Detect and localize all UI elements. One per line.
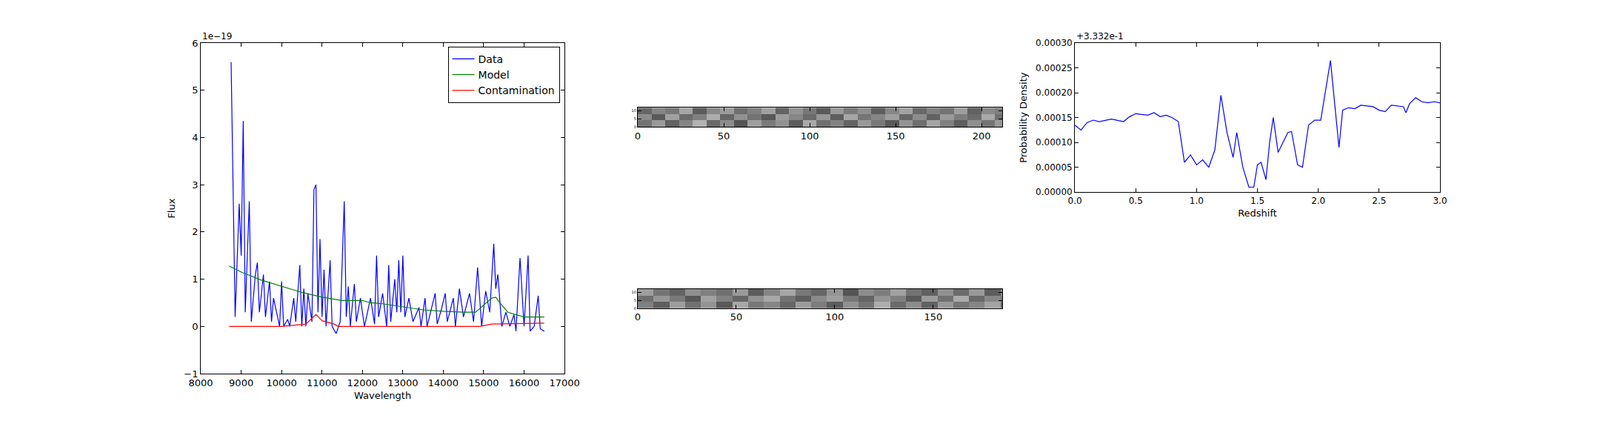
svg-text:0: 0 xyxy=(634,311,641,323)
svg-text:100: 100 xyxy=(825,311,845,323)
svg-text:150: 150 xyxy=(924,311,943,323)
svg-text:Probability Density: Probability Density xyxy=(1017,71,1029,163)
svg-text:14000: 14000 xyxy=(428,377,459,389)
svg-text:10: 10 xyxy=(631,289,637,295)
svg-text:15000: 15000 xyxy=(468,377,499,389)
svg-text:4: 4 xyxy=(191,131,198,143)
svg-text:1.0: 1.0 xyxy=(1189,195,1204,206)
svg-text:100: 100 xyxy=(800,130,820,142)
svg-text:13000: 13000 xyxy=(387,377,418,389)
svg-text:150: 150 xyxy=(886,130,906,142)
svg-text:0: 0 xyxy=(634,124,637,129)
svg-text:Wavelength: Wavelength xyxy=(354,389,412,401)
svg-text:3: 3 xyxy=(191,179,198,191)
svg-text:0: 0 xyxy=(634,305,637,311)
svg-text:Contamination: Contamination xyxy=(478,84,555,97)
svg-text:Data: Data xyxy=(478,53,503,66)
svg-text:50: 50 xyxy=(730,311,743,323)
svg-text:200: 200 xyxy=(972,130,992,142)
svg-text:3.0: 3.0 xyxy=(1432,195,1447,206)
svg-text:Redshift: Redshift xyxy=(1237,207,1278,219)
svg-text:16000: 16000 xyxy=(508,377,540,389)
svg-text:9000: 9000 xyxy=(228,377,254,389)
svg-text:0: 0 xyxy=(191,320,198,332)
svg-text:−1: −1 xyxy=(183,368,198,380)
svg-text:0.00030: 0.00030 xyxy=(1035,37,1073,49)
svg-text:5: 5 xyxy=(634,297,637,303)
svg-text:10: 10 xyxy=(631,108,637,113)
svg-text:17000: 17000 xyxy=(548,377,580,389)
svg-text:0.00015: 0.00015 xyxy=(1035,112,1073,123)
svg-text:5: 5 xyxy=(191,84,198,96)
svg-text:0.00025: 0.00025 xyxy=(1035,62,1073,74)
svg-text:5: 5 xyxy=(634,116,637,121)
svg-text:0.00020: 0.00020 xyxy=(1035,87,1073,98)
svg-text:11000: 11000 xyxy=(306,377,338,389)
svg-text:0.5: 0.5 xyxy=(1128,195,1143,206)
svg-text:2: 2 xyxy=(191,225,198,238)
svg-text:1e−19: 1e−19 xyxy=(202,31,232,42)
svg-text:0.00000: 0.00000 xyxy=(1035,186,1073,198)
svg-text:+3.332e-1: +3.332e-1 xyxy=(1076,31,1124,42)
svg-text:6: 6 xyxy=(191,37,198,49)
svg-text:Model: Model xyxy=(478,68,510,81)
svg-text:10000: 10000 xyxy=(266,377,298,389)
svg-text:50: 50 xyxy=(717,130,731,142)
svg-text:Flux: Flux xyxy=(165,197,178,218)
svg-text:8000: 8000 xyxy=(188,377,214,389)
svg-text:0.00010: 0.00010 xyxy=(1035,137,1073,148)
svg-text:1: 1 xyxy=(191,273,198,285)
svg-text:1.5: 1.5 xyxy=(1250,195,1265,206)
svg-text:12000: 12000 xyxy=(347,377,378,389)
svg-text:2.0: 2.0 xyxy=(1311,195,1326,206)
svg-text:0.00005: 0.00005 xyxy=(1035,162,1073,173)
svg-text:0.0: 0.0 xyxy=(1068,195,1083,206)
svg-text:0: 0 xyxy=(634,130,641,142)
svg-text:2.5: 2.5 xyxy=(1371,195,1386,206)
